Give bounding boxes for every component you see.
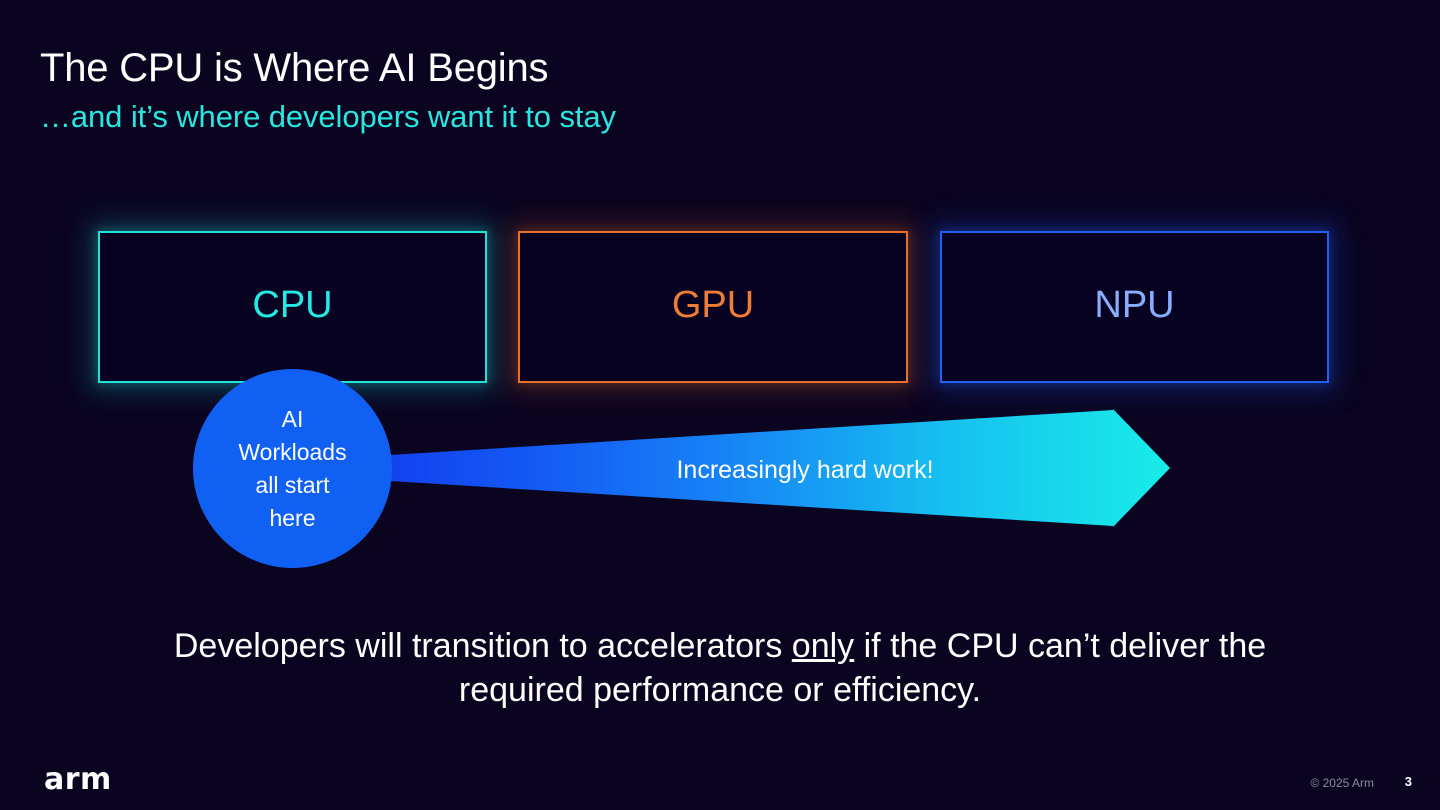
circle-line-3: all start: [255, 471, 330, 498]
processor-label-gpu: GPU: [671, 284, 755, 326]
ai-workloads-circle: AI Workloads all start here: [193, 369, 392, 568]
processor-box-cpu: CPU: [98, 231, 487, 383]
ai-workloads-circle-text: AI Workloads all start here: [230, 403, 354, 535]
page-subtitle: …and it’s where developers want it to st…: [40, 99, 616, 134]
statement-part-1: Developers will transition to accelerato…: [173, 627, 792, 665]
copyright-notice: © 2025 Arm: [1310, 776, 1374, 790]
processor-box-gpu: GPU: [518, 231, 908, 383]
page-number: 3: [1404, 774, 1412, 789]
key-statement: Developers will transition to accelerato…: [120, 624, 1320, 712]
processor-label-npu: NPU: [1094, 284, 1175, 326]
statement-emphasis: only: [791, 627, 855, 665]
statement-part-2: if the CPU can’t deliver the required pe…: [458, 627, 1267, 709]
circle-line-1: AI: [281, 405, 304, 432]
processor-label-cpu: CPU: [252, 284, 333, 326]
circle-line-2: Workloads: [238, 438, 347, 465]
processor-box-npu: NPU: [940, 231, 1329, 383]
arm-logo: arm: [44, 762, 112, 797]
arrow-label: Increasingly hard work!: [676, 456, 934, 484]
circle-line-4: here: [269, 504, 316, 531]
page-title: The CPU is Where AI Begins: [40, 46, 549, 90]
